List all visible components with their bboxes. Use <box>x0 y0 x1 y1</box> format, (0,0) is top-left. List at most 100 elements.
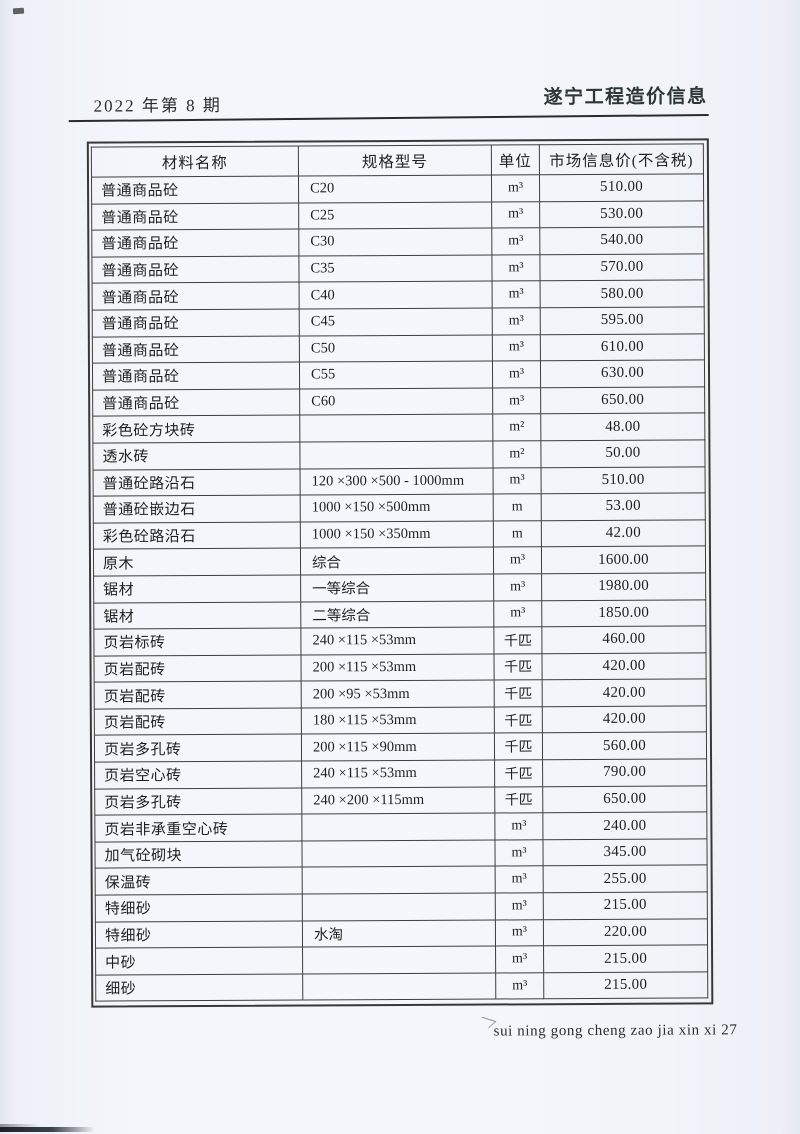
cell-market-price: 48.00 <box>540 413 705 441</box>
cell-spec-model: C30 <box>298 228 492 256</box>
cell-market-price: 650.00 <box>542 785 707 814</box>
cell-material-name: 彩色砼方块砖 <box>92 415 300 444</box>
table-row: 原木 综合 m³ 1600.00 <box>93 546 706 577</box>
table-row: 透水砖 m² 50.00 <box>92 439 706 470</box>
cell-material-name: 普通商品砼 <box>92 362 300 390</box>
cell-unit: m³ <box>495 866 544 894</box>
cell-market-price: 345.00 <box>542 838 708 867</box>
table-row: 锯材 一等综合 m³ 1980.00 <box>93 572 706 603</box>
cell-spec-model: 240 ×115 ×53mm <box>301 760 495 788</box>
cell-unit: m³ <box>493 467 542 495</box>
table-row: 页岩多孔砖 200 ×115 ×90mm 千匹 560.00 <box>94 732 707 763</box>
cell-material-name: 普通商品砼 <box>92 282 300 311</box>
cell-spec-model: 一等综合 <box>300 573 494 602</box>
cell-unit: m³ <box>491 201 540 229</box>
cell-material-name: 普通商品砼 <box>91 202 299 231</box>
cell-material-name: 中砂 <box>95 947 303 975</box>
table-row: 细砂 m³ 215.00 <box>95 971 708 1002</box>
cell-spec-model <box>301 839 496 868</box>
cell-material-name: 特细砂 <box>95 920 303 949</box>
cell-market-price: 790.00 <box>542 758 707 787</box>
ink-speck-top-left <box>12 7 25 15</box>
table-row: 普通砼路沿石 120 ×300 ×500 - 1000mm m³ 510.00 <box>93 466 706 497</box>
cell-unit: 千匹 <box>494 786 543 814</box>
cell-material-name: 页岩配砖 <box>93 654 302 683</box>
cell-unit: m³ <box>493 600 542 628</box>
cell-spec-model: 200 ×115 ×53mm <box>300 653 495 682</box>
cell-material-name: 普通商品砼 <box>91 255 300 284</box>
cell-material-name: 页岩配砖 <box>94 681 302 709</box>
column-header-spec-model: 规格型号 <box>298 145 492 177</box>
table-row: 页岩配砖 180 ×115 ×53mm 千匹 420.00 <box>94 705 707 736</box>
table-header-row: 材料名称 规格型号 单位 市场信息价(不含税) <box>91 143 704 178</box>
cell-spec-model: C25 <box>298 201 492 230</box>
cell-unit: m³ <box>491 254 541 282</box>
cell-spec-model: 180 ×115 ×53mm <box>301 706 495 735</box>
cell-material-name: 彩色砼路沿石 <box>93 521 301 550</box>
table-row: 加气砼砌块 m³ 345.00 <box>94 838 708 869</box>
column-header-unit: 单位 <box>491 144 540 176</box>
cell-spec-model: 水淘 <box>302 919 496 948</box>
cell-material-name: 页岩空心砖 <box>94 761 302 789</box>
cell-unit: m³ <box>492 334 541 362</box>
cell-market-price: 630.00 <box>540 360 705 388</box>
table-row: 普通商品砼 C35 m³ 570.00 <box>91 253 705 284</box>
cell-material-name: 普通商品砼 <box>91 176 299 204</box>
column-header-market-price: 市场信息价(不含税) <box>539 143 704 175</box>
cell-material-name: 普通商品砼 <box>91 229 299 257</box>
table-row: 彩色砼方块砖 m² 48.00 <box>92 413 705 444</box>
cell-spec-model: 120 ×300 ×500 - 1000mm <box>300 467 494 496</box>
cell-material-name: 普通商品砼 <box>92 335 300 364</box>
cell-unit: m³ <box>491 227 540 255</box>
table-row: 页岩标砖 240 ×115 ×53mm 千匹 460.00 <box>93 625 706 656</box>
cell-spec-model <box>299 414 493 442</box>
cell-spec-model <box>302 946 496 974</box>
cell-market-price: 53.00 <box>541 493 706 521</box>
table-row: 特细砂 水淘 m³ 220.00 <box>95 918 708 949</box>
table-row: 保温砖 m³ 255.00 <box>95 865 708 896</box>
cell-market-price: 420.00 <box>542 679 707 707</box>
cell-spec-model <box>302 893 496 921</box>
table-row: 普通商品砼 C50 m³ 610.00 <box>92 333 705 364</box>
cell-market-price: 215.00 <box>543 891 708 920</box>
cell-material-name: 页岩多孔砖 <box>94 734 302 763</box>
cell-material-name: 保温砖 <box>95 867 303 896</box>
cell-unit: m³ <box>492 387 541 415</box>
cell-market-price: 255.00 <box>543 865 708 893</box>
price-table-frame: 材料名称 规格型号 单位 市场信息价(不含税) 普通商品砼 C20 m³ 510… <box>86 138 714 1009</box>
cell-unit: m³ <box>491 174 540 202</box>
cell-market-price: 50.00 <box>540 439 706 468</box>
cell-material-name: 特细砂 <box>95 894 303 922</box>
journal-title: 遂宁工程造价信息 <box>543 86 708 109</box>
cell-unit: m³ <box>495 919 544 947</box>
cell-market-price: 595.00 <box>540 306 705 335</box>
cell-market-price: 650.00 <box>540 386 705 415</box>
cell-material-name: 页岩非承重空心砖 <box>94 814 302 842</box>
table-row: 普通砼嵌边石 1000 ×150 ×500mm m 53.00 <box>93 493 706 523</box>
cell-unit: m² <box>492 414 541 441</box>
scan-smudge-bottom-edge <box>0 1127 95 1132</box>
cell-market-price: 610.00 <box>540 333 705 361</box>
cell-spec-model: 1000 ×150 ×500mm <box>300 494 494 522</box>
cell-market-price: 1980.00 <box>541 572 706 601</box>
cell-spec-model <box>301 813 495 841</box>
cell-material-name: 细砂 <box>95 973 303 1002</box>
table-row: 页岩配砖 200 ×95 ×53mm 千匹 420.00 <box>94 679 707 709</box>
cell-material-name: 页岩标砖 <box>93 628 301 656</box>
cell-material-name: 普通砼路沿石 <box>93 468 301 497</box>
table-row: 页岩配砖 200 ×115 ×53mm 千匹 420.00 <box>93 652 707 683</box>
cell-market-price: 240.00 <box>542 812 707 840</box>
cell-market-price: 220.00 <box>543 918 708 946</box>
cell-spec-model: 240 ×115 ×53mm <box>300 627 494 655</box>
cell-spec-model: 200 ×95 ×53mm <box>301 680 495 708</box>
cell-unit: m³ <box>492 281 541 308</box>
cell-unit: m³ <box>493 573 542 601</box>
table-row: 彩色砼路沿石 1000 ×150 ×350mm m 42.00 <box>93 519 706 550</box>
cell-unit: 千匹 <box>494 759 543 787</box>
cell-unit: m³ <box>494 813 543 840</box>
cell-unit: m³ <box>495 945 544 973</box>
table-row: 普通商品砼 C60 m³ 650.00 <box>92 386 705 417</box>
cell-spec-model: 1000 ×150 ×350mm <box>300 520 494 549</box>
